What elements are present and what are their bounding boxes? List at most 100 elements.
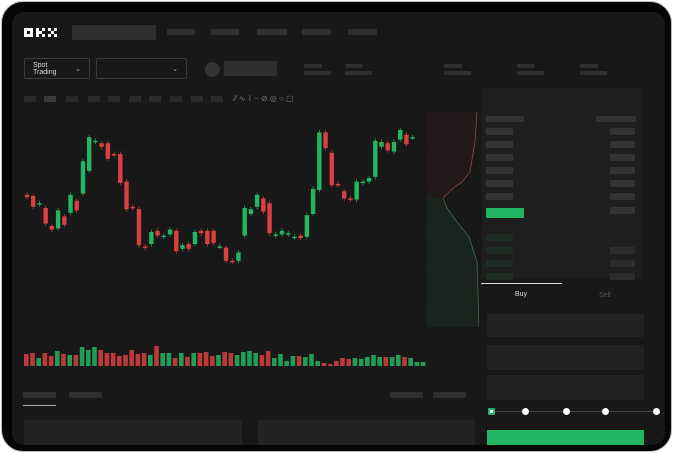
volume-bar: [141, 353, 147, 366]
nav-item[interactable]: [348, 29, 377, 35]
volume-bar: [216, 355, 221, 366]
timeframe-button[interactable]: [24, 96, 36, 102]
tab-indicator: [23, 405, 56, 406]
volume-bar: [259, 355, 265, 366]
bid-price: [486, 260, 513, 267]
candle: [273, 234, 278, 236]
candle: [279, 230, 285, 235]
candle: [62, 216, 67, 225]
nav-item[interactable]: [257, 29, 287, 35]
volume-bar: [272, 358, 277, 366]
spot-trading-select[interactable]: Spot Trading ⌄: [24, 58, 90, 79]
candle: [391, 142, 397, 152]
bid-amount: [610, 247, 635, 254]
timeframe-button[interactable]: [88, 96, 100, 102]
line-tool-icon[interactable]: ⁄⁄ ∿ ⌇ ~ ⊘ ◎ ○ ▢: [234, 94, 294, 103]
timeframe-button[interactable]: [108, 96, 120, 102]
timeframe-button[interactable]: [129, 96, 141, 102]
nav-item[interactable]: [211, 29, 239, 35]
timeframe-button[interactable]: [211, 96, 223, 102]
candle: [43, 208, 48, 224]
candle: [37, 203, 42, 205]
slider-stop[interactable]: [653, 408, 660, 415]
price-input[interactable]: [487, 314, 644, 337]
volume-bar: [48, 356, 54, 366]
tab-sell[interactable]: Sell: [599, 292, 611, 299]
candle: [198, 230, 204, 234]
timeframe-button[interactable]: [66, 96, 78, 102]
spot-trading-label: Spot Trading: [33, 61, 57, 76]
okx-logo: [24, 28, 57, 37]
volume-bar: [228, 353, 234, 366]
stat-label: [444, 64, 462, 68]
volume-bar: [129, 350, 134, 366]
ask-amount: [610, 128, 635, 135]
volume-bar: [67, 355, 72, 366]
candlestick-chart[interactable]: [17, 112, 427, 372]
volume-bar: [123, 355, 128, 366]
volume-bar: [315, 361, 320, 366]
ask-price: [486, 167, 513, 174]
candle: [348, 198, 353, 200]
timeframe-button[interactable]: [191, 96, 203, 102]
chevron-down-icon: ⌄: [172, 65, 178, 73]
volume-bar: [166, 353, 172, 366]
tab-orders[interactable]: [23, 392, 56, 398]
bid-amount: [610, 273, 635, 280]
tab-buy[interactable]: Buy: [515, 291, 528, 298]
chevron-down-icon: ⌄: [75, 65, 81, 73]
candle: [87, 137, 92, 171]
volume-bar: [402, 357, 407, 366]
volume-bar: [383, 357, 389, 366]
candle: [398, 130, 403, 140]
slider-stop[interactable]: [522, 408, 529, 415]
candle: [404, 134, 409, 145]
amount-input[interactable]: [487, 345, 644, 370]
candle: [360, 181, 366, 184]
candle: [335, 184, 341, 186]
timeframe-button[interactable]: [149, 96, 161, 102]
slider-handle[interactable]: [488, 408, 495, 415]
volume-bar: [414, 362, 420, 366]
volume-bar: [234, 355, 240, 366]
tab-history[interactable]: [69, 392, 102, 398]
buy-button[interactable]: [487, 430, 644, 445]
volume-bar: [247, 351, 252, 366]
pair-select[interactable]: ⌄: [96, 58, 187, 79]
timeframe-button[interactable]: [170, 96, 182, 102]
candle: [236, 252, 241, 261]
coin-icon: [205, 62, 220, 77]
candle: [323, 132, 328, 148]
nav-item[interactable]: [302, 29, 331, 35]
amount-slider[interactable]: [490, 411, 660, 412]
orders-panel: [24, 420, 242, 445]
candle: [155, 230, 160, 236]
filter-button[interactable]: [433, 392, 466, 398]
slider-stop[interactable]: [563, 408, 570, 415]
ask-amount: [610, 154, 635, 161]
volume-bar: [309, 354, 314, 366]
filter-button[interactable]: [390, 392, 423, 398]
candle: [55, 210, 61, 229]
ask-price: [486, 128, 513, 135]
volume-bar: [191, 353, 196, 366]
volume-bar: [296, 356, 302, 366]
volume-bar: [365, 357, 370, 366]
volume-bar: [265, 351, 271, 366]
stat-label: [304, 64, 322, 68]
stat-value: [345, 71, 372, 75]
volume-bar: [352, 358, 358, 366]
candle: [24, 194, 30, 198]
volume-bar: [42, 353, 48, 366]
stat-label: [517, 64, 535, 68]
total-input[interactable]: [487, 375, 644, 400]
search-bar[interactable]: [72, 25, 156, 40]
volume-bar: [241, 352, 246, 366]
volume-bar: [321, 363, 327, 366]
candle: [329, 152, 334, 186]
timeframe-button[interactable]: [44, 96, 56, 102]
volume-bar: [55, 351, 60, 366]
candle: [130, 206, 135, 209]
nav-item[interactable]: [167, 29, 195, 35]
slider-stop[interactable]: [602, 408, 609, 415]
